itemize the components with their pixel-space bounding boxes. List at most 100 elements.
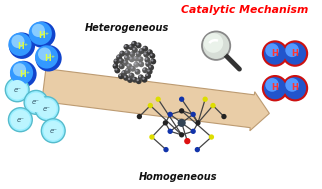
Circle shape: [113, 63, 118, 69]
Circle shape: [142, 46, 148, 52]
Circle shape: [138, 74, 144, 80]
Circle shape: [138, 61, 144, 67]
Circle shape: [136, 51, 142, 57]
Circle shape: [35, 45, 58, 69]
Circle shape: [265, 43, 279, 57]
Circle shape: [11, 35, 24, 48]
Circle shape: [5, 78, 29, 102]
Circle shape: [145, 57, 150, 63]
Circle shape: [123, 75, 129, 81]
Circle shape: [43, 121, 63, 141]
Circle shape: [195, 120, 201, 125]
Circle shape: [10, 61, 33, 84]
Circle shape: [191, 112, 196, 117]
Circle shape: [179, 132, 184, 138]
Circle shape: [147, 49, 153, 55]
FancyArrow shape: [42, 69, 270, 131]
Circle shape: [179, 97, 184, 102]
Circle shape: [264, 43, 286, 65]
Circle shape: [124, 45, 127, 47]
Circle shape: [285, 43, 299, 57]
Text: e⁻: e⁻: [32, 99, 40, 105]
Circle shape: [131, 41, 137, 47]
Circle shape: [135, 69, 140, 75]
Text: e⁻: e⁻: [49, 128, 57, 134]
Circle shape: [125, 56, 127, 58]
Circle shape: [150, 59, 156, 64]
Text: e⁻: e⁻: [13, 87, 21, 93]
Circle shape: [201, 31, 231, 61]
Circle shape: [129, 56, 135, 62]
Circle shape: [142, 77, 147, 83]
Circle shape: [127, 77, 133, 83]
Circle shape: [113, 58, 119, 64]
Circle shape: [137, 79, 139, 81]
Circle shape: [11, 110, 30, 129]
Circle shape: [113, 64, 116, 66]
Circle shape: [117, 55, 119, 57]
Text: H⁺: H⁺: [18, 42, 29, 51]
Circle shape: [122, 71, 124, 73]
Text: e⁻: e⁻: [16, 117, 24, 123]
Circle shape: [148, 103, 153, 108]
Circle shape: [132, 47, 138, 53]
Circle shape: [145, 73, 151, 79]
Circle shape: [142, 77, 145, 80]
Circle shape: [8, 108, 32, 132]
Circle shape: [262, 40, 288, 67]
Text: Catalytic Mechanism: Catalytic Mechanism: [181, 5, 308, 15]
Circle shape: [26, 93, 46, 112]
Circle shape: [123, 60, 129, 66]
Circle shape: [179, 108, 184, 114]
Circle shape: [203, 32, 229, 59]
Circle shape: [149, 65, 151, 68]
Text: Heterogeneous: Heterogeneous: [85, 23, 169, 33]
Circle shape: [119, 63, 125, 69]
Circle shape: [145, 58, 147, 60]
Circle shape: [143, 52, 149, 57]
Circle shape: [133, 77, 135, 80]
Circle shape: [146, 74, 148, 76]
Circle shape: [114, 59, 117, 61]
Circle shape: [118, 73, 124, 79]
Circle shape: [126, 69, 128, 71]
Circle shape: [262, 75, 288, 101]
Circle shape: [221, 114, 227, 119]
Circle shape: [146, 62, 148, 64]
Circle shape: [134, 57, 137, 59]
Circle shape: [148, 65, 154, 70]
Circle shape: [129, 73, 132, 76]
Circle shape: [142, 67, 148, 73]
Text: H⁺: H⁺: [38, 31, 49, 40]
Circle shape: [149, 134, 155, 140]
Circle shape: [147, 69, 150, 72]
Circle shape: [29, 21, 55, 48]
Circle shape: [285, 78, 299, 92]
Circle shape: [136, 42, 142, 48]
Circle shape: [35, 97, 59, 121]
Circle shape: [150, 54, 152, 56]
Circle shape: [125, 51, 128, 53]
Circle shape: [167, 129, 173, 134]
Circle shape: [115, 68, 118, 70]
Circle shape: [149, 53, 155, 59]
Circle shape: [137, 52, 139, 54]
Circle shape: [163, 147, 169, 152]
Circle shape: [210, 103, 216, 108]
Circle shape: [119, 74, 121, 76]
Circle shape: [265, 78, 279, 92]
Circle shape: [284, 43, 306, 65]
Circle shape: [137, 114, 142, 119]
Circle shape: [124, 55, 130, 61]
Circle shape: [156, 97, 161, 102]
Circle shape: [264, 77, 286, 99]
Circle shape: [114, 67, 120, 74]
Circle shape: [128, 78, 130, 80]
Circle shape: [119, 51, 125, 57]
Circle shape: [145, 61, 151, 67]
Circle shape: [137, 56, 144, 62]
Circle shape: [29, 22, 52, 45]
Circle shape: [209, 134, 214, 140]
Circle shape: [129, 51, 135, 57]
Circle shape: [118, 58, 124, 64]
